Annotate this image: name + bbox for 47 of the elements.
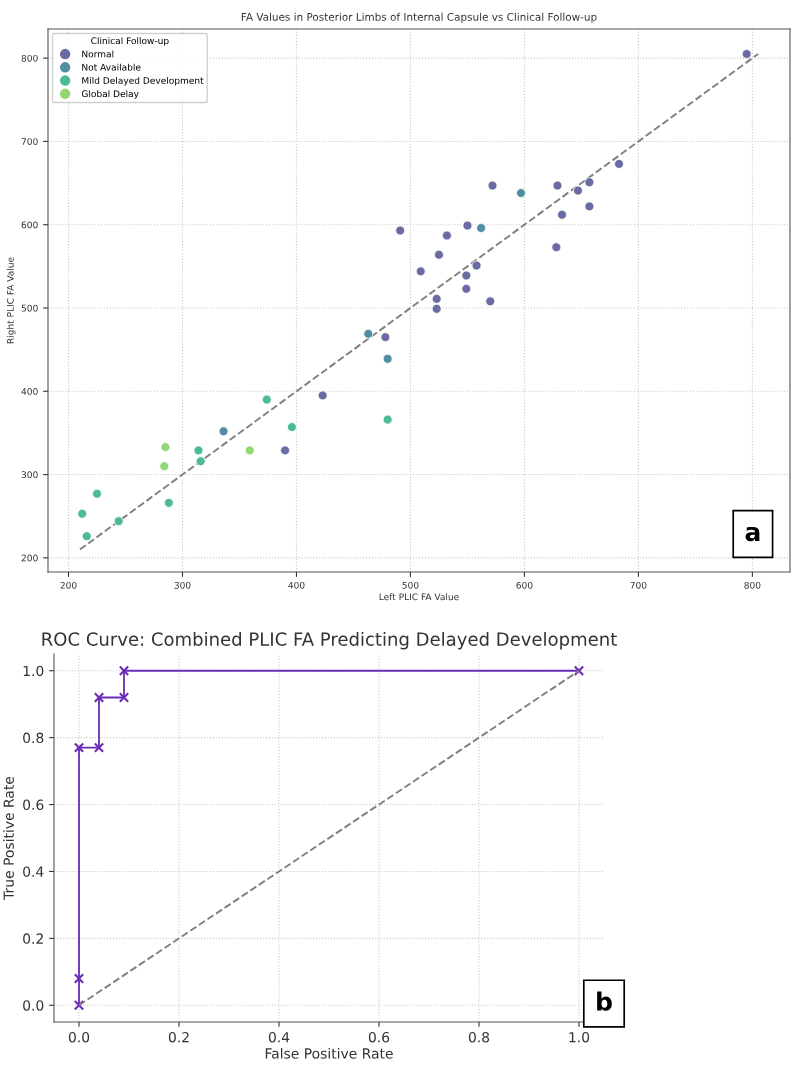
x-tick-label: 0.0 <box>68 1031 90 1043</box>
point <box>118 665 130 676</box>
y-tick-label: 0.8 <box>23 732 44 744</box>
y-tick-label: 0.4 <box>23 866 44 877</box>
x-axis-title: False Positive Rate <box>265 1047 393 1059</box>
legend-label: Not Available <box>82 63 141 71</box>
x-tick-label: 500 <box>402 581 419 589</box>
point <box>73 742 85 753</box>
point <box>93 742 105 753</box>
annotation: b <box>597 991 612 1011</box>
point <box>73 1000 85 1011</box>
y-tick-label: 700 <box>21 138 38 145</box>
y-tick-label: 600 <box>21 221 38 229</box>
legend-label: Global Delay <box>81 90 139 99</box>
y-tick-label: 1.0 <box>23 665 44 677</box>
legend-label: Mild Delayed Development <box>82 76 204 86</box>
y-tick-label: 200 <box>21 554 38 562</box>
y-tick-label: 800 <box>21 54 38 62</box>
x-tick-label: 600 <box>516 581 533 589</box>
y-axis-title: Right PLIC FA Value <box>6 257 16 344</box>
y-axis-title: True Positive Rate <box>3 776 14 900</box>
chart-title: ROC Curve: Combined PLIC FA Predicting Delayed Development <box>42 631 617 650</box>
y-tick-label: 0.2 <box>23 933 43 944</box>
x-tick-label: 0.6 <box>368 1031 390 1043</box>
point <box>93 692 105 703</box>
x-axis-title: Left PLIC FA Value <box>379 593 459 601</box>
x-tick-label: 400 <box>288 581 305 589</box>
x-tick-label: 1.0 <box>569 1031 590 1043</box>
point <box>118 692 130 703</box>
x-tick-label: 800 <box>744 581 761 589</box>
point <box>573 665 585 676</box>
y-tick-label: 0.0 <box>23 1000 44 1011</box>
y-tick-label: 500 <box>21 304 38 312</box>
x-tick-label: 300 <box>174 581 191 589</box>
legend-title: Clinical Follow-up <box>91 37 169 46</box>
y-tick-label: 0.6 <box>23 799 44 811</box>
y-tick-label: 400 <box>21 388 38 395</box>
x-tick-label: 200 <box>60 581 77 589</box>
x-tick-label: 0.4 <box>268 1031 290 1043</box>
x-tick-label: 0.8 <box>468 1031 490 1043</box>
annotation: a <box>745 526 760 542</box>
x-tick-label: 0.2 <box>168 1031 189 1043</box>
x-tick-label: 700 <box>630 581 647 589</box>
point <box>73 973 85 984</box>
y-tick-label: 300 <box>21 471 38 479</box>
legend-label: Normal <box>82 50 114 58</box>
chart-title: FA Values in Posterior Limbs of Internal Capsule vs Clinical Follow-up <box>241 12 597 23</box>
